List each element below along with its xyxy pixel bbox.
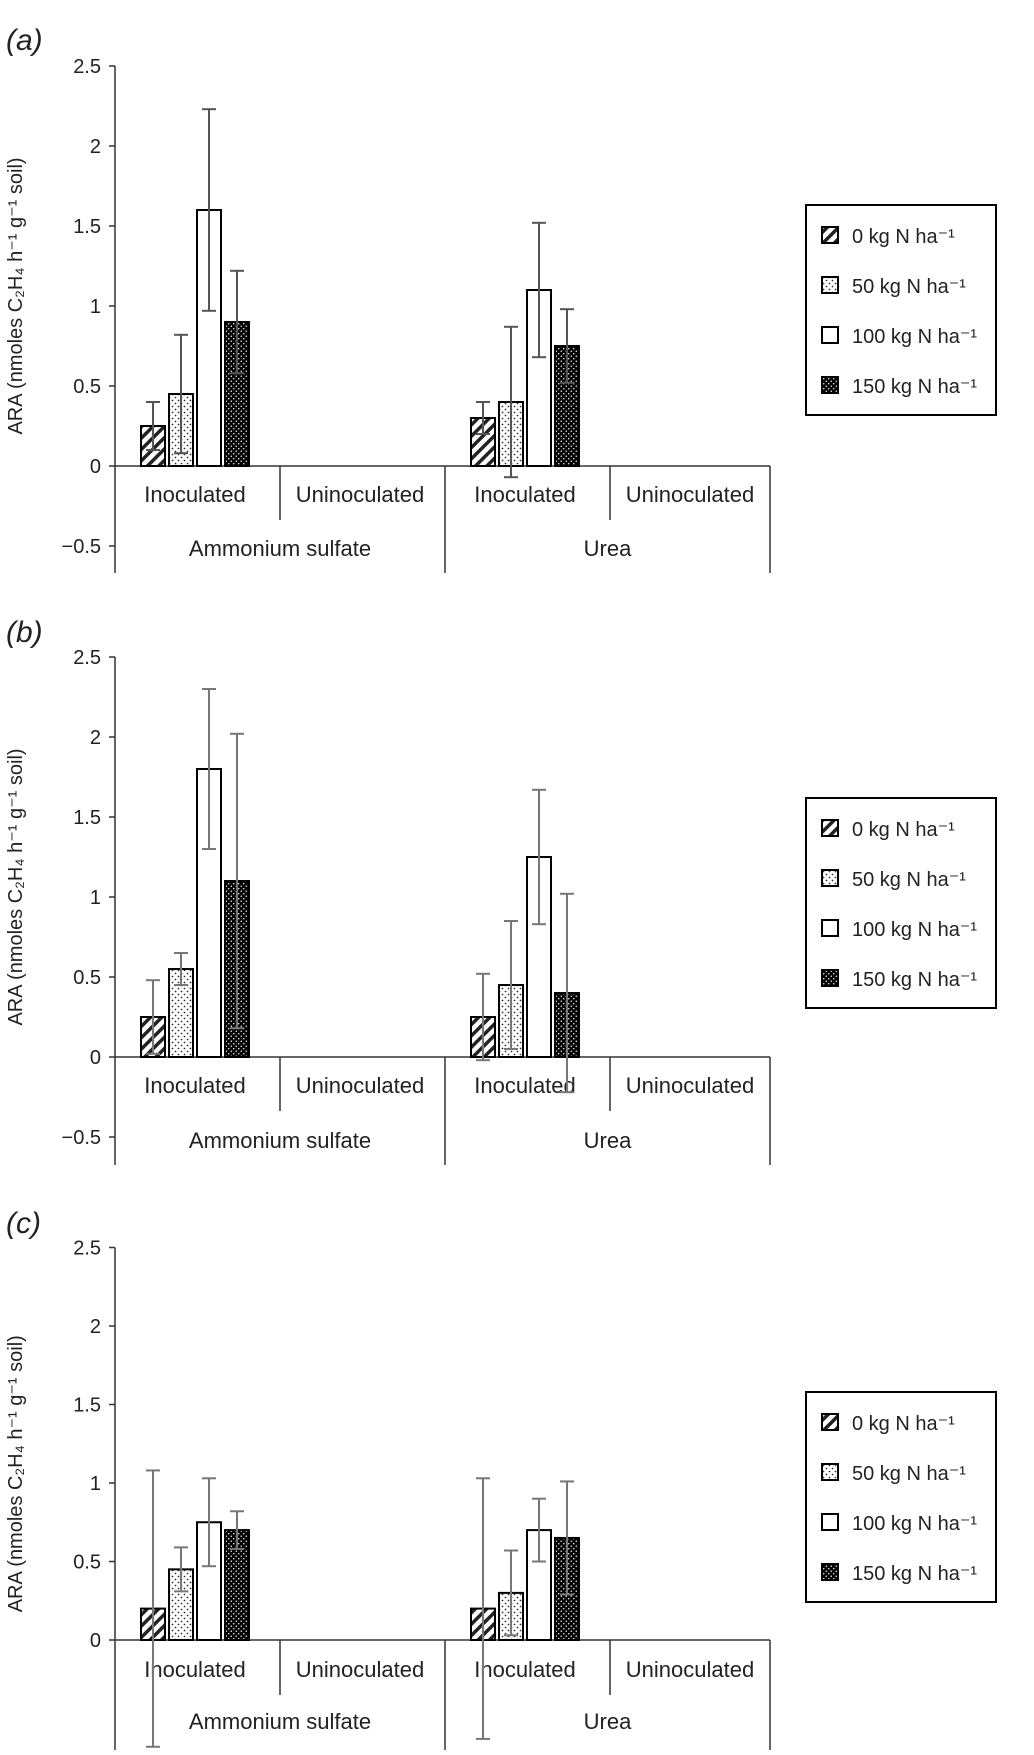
y-tick-label: 2 [90,727,101,749]
category-label: Inoculated [144,1657,246,1682]
category-label: Uninoculated [626,482,754,507]
charts-root: (a) ARA (nmoles C₂H₄ h⁻¹ g⁻¹ soil) 2.5 2 1.5… [5,24,997,1750]
y-tick-label: 2 [90,136,101,158]
category-label: Inoculated [474,482,576,507]
legend: 0 kg N ha⁻¹ 50 kg N ha⁻¹ 100 kg N ha⁻¹ 150 … [805,1391,997,1603]
legend-swatch [821,376,839,394]
legend-label: 50 kg N ha⁻¹ [852,276,966,298]
y-tick-label: 2.5 [73,56,101,78]
y-tick-label: 0 [90,1047,101,1069]
y-tick-label: 0.5 [73,376,101,398]
legend-label: 150 kg N ha⁻¹ [852,1563,977,1585]
legend-swatch [821,276,839,294]
legend-label: 0 kg N ha⁻¹ [852,226,955,248]
legend-label: 150 kg N ha⁻¹ [852,376,977,398]
category-label: Uninoculated [296,1073,424,1098]
panel-label: (a) [6,24,43,57]
legend-swatch [821,1463,839,1481]
legend-label: 100 kg N ha⁻¹ [852,1513,977,1535]
legend-swatch [821,819,839,837]
group-label: Urea [584,1128,632,1153]
y-tick-label: −0.5 [62,536,101,558]
y-tick-label: 1.5 [73,216,101,238]
category-label: Inoculated [144,482,246,507]
category-label: Uninoculated [626,1073,754,1098]
legend-swatch [821,969,839,987]
y-tick-label: 1.5 [73,1395,101,1417]
legend-label: 100 kg N ha⁻¹ [852,919,977,941]
y-tick-label: 2.5 [73,1238,101,1260]
chart-panel-2: (b) ARA (nmoles C₂H₄ h⁻¹ g⁻¹ soil) 2.5 2 1.5… [5,616,997,1165]
legend-swatch [821,919,839,937]
y-tick-label: −0.5 [62,1127,101,1149]
legend-label: 0 kg N ha⁻¹ [852,1413,955,1435]
legend-label: 100 kg N ha⁻¹ [852,326,977,348]
category-label: Uninoculated [296,482,424,507]
legend-label: 50 kg N ha⁻¹ [852,1463,966,1485]
y-tick-label: 0.5 [73,1552,101,1574]
category-label: Inoculated [474,1073,576,1098]
y-tick-label: 2 [90,1316,101,1338]
y-axis-label: ARA (nmoles C₂H₄ h⁻¹ g⁻¹ soil) [5,1335,27,1612]
legend-label: 0 kg N ha⁻¹ [852,819,955,841]
group-label: Urea [584,1709,632,1734]
group-label: Ammonium sulfate [189,1709,371,1734]
y-tick-label: 1 [90,296,101,318]
y-axis-label: ARA (nmoles C₂H₄ h⁻¹ g⁻¹ soil) [5,748,27,1025]
y-tick-label: 0.5 [73,967,101,989]
chart-panel-1: (a) ARA (nmoles C₂H₄ h⁻¹ g⁻¹ soil) 2.5 2 1.5… [5,24,997,573]
group-label: Ammonium sulfate [189,536,371,561]
y-tick-label: 0 [90,1630,101,1652]
category-label: Inoculated [474,1657,576,1682]
category-label: Inoculated [144,1073,246,1098]
legend: 0 kg N ha⁻¹ 50 kg N ha⁻¹ 100 kg N ha⁻¹ 150 … [805,797,997,1009]
panel-label: (c) [6,1207,41,1240]
category-label: Uninoculated [626,1657,754,1682]
group-label: Ammonium sulfate [189,1128,371,1153]
y-tick-label: 1.5 [73,807,101,829]
y-tick-label: 1 [90,1473,101,1495]
legend-label: 50 kg N ha⁻¹ [852,869,966,891]
chart-panel-3: (c) ARA (nmoles C₂H₄ h⁻¹ g⁻¹ soil) 2.5 2 1.5… [5,1207,997,1750]
legend-label: 150 kg N ha⁻¹ [852,969,977,991]
category-label: Uninoculated [296,1657,424,1682]
y-tick-label: 0 [90,456,101,478]
legend-swatch [821,326,839,344]
legend-swatch [821,226,839,244]
legend: 0 kg N ha⁻¹ 50 kg N ha⁻¹ 100 kg N ha⁻¹ 150 … [805,204,997,416]
group-label: Urea [584,536,632,561]
y-axis-label: ARA (nmoles C₂H₄ h⁻¹ g⁻¹ soil) [5,157,27,434]
legend-swatch [821,1513,839,1531]
panel-label: (b) [6,616,43,649]
y-tick-label: 1 [90,887,101,909]
y-tick-label: 2.5 [73,647,101,669]
legend-swatch [821,869,839,887]
legend-swatch [821,1563,839,1581]
legend-swatch [821,1413,839,1431]
